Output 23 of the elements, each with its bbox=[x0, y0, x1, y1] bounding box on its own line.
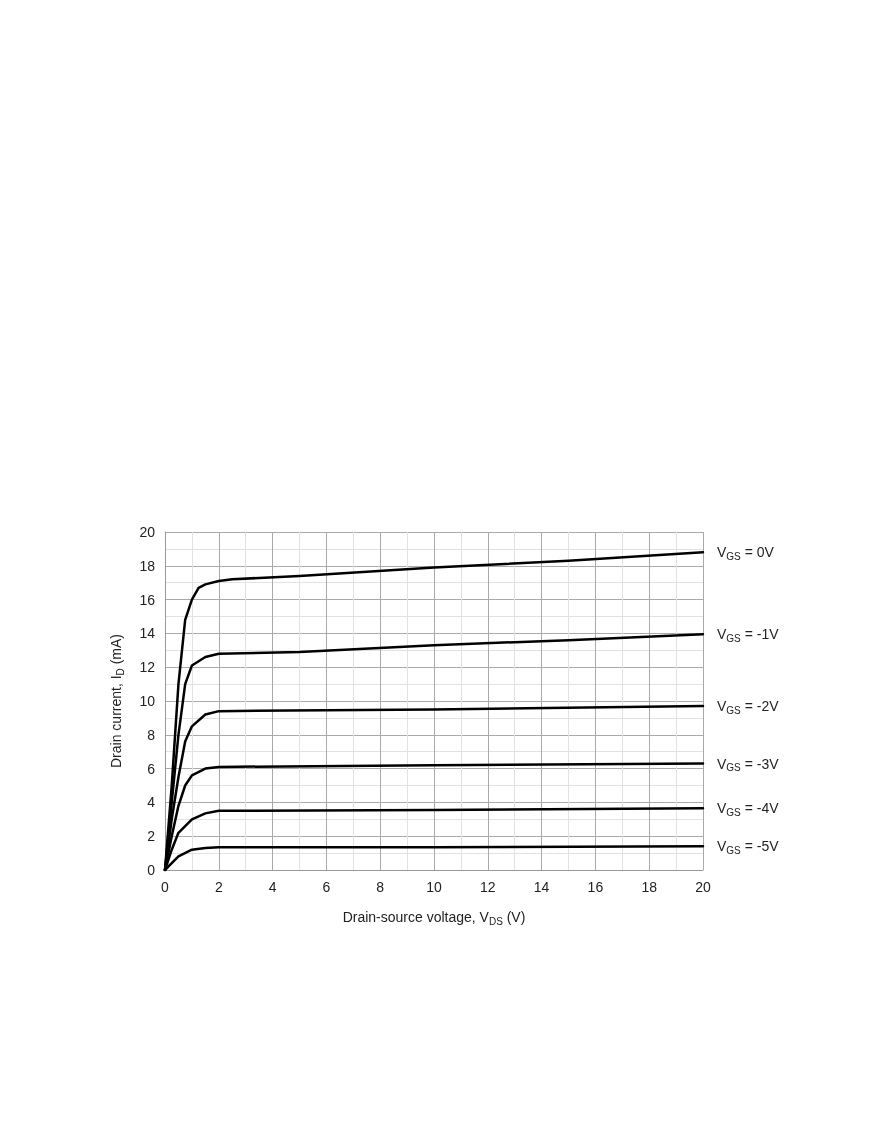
x-tick-label: 18 bbox=[641, 879, 658, 895]
y-tick-label: 18 bbox=[139, 557, 156, 574]
x-tick-label: 0 bbox=[161, 879, 170, 895]
y-tick-label: 0 bbox=[147, 862, 156, 878]
x-tick-label: 20 bbox=[695, 879, 711, 895]
y-tick-label: 6 bbox=[147, 760, 156, 777]
x-tick-label: 10 bbox=[426, 879, 442, 895]
x-tick-label: 12 bbox=[480, 879, 496, 895]
x-tick-label: 4 bbox=[268, 879, 277, 895]
y-tick-label: 12 bbox=[139, 659, 156, 676]
x-tick-label: 6 bbox=[322, 879, 331, 895]
x-tick-label: 2 bbox=[214, 879, 223, 895]
x-tick-label: 8 bbox=[376, 879, 385, 895]
y-axis-title: Drain current, ID (mA) bbox=[108, 633, 126, 769]
x-tick-label: 16 bbox=[587, 879, 604, 895]
y-tick-label: 4 bbox=[147, 794, 156, 811]
y-tick-label: 14 bbox=[139, 625, 156, 642]
y-tick-label: 10 bbox=[139, 693, 156, 709]
y-tick-label: 2 bbox=[147, 828, 156, 845]
y-tick-label: 16 bbox=[139, 591, 156, 608]
x-tick-label: 14 bbox=[533, 879, 550, 895]
y-tick-label: 20 bbox=[139, 524, 156, 540]
y-tick-label: 8 bbox=[147, 726, 156, 743]
